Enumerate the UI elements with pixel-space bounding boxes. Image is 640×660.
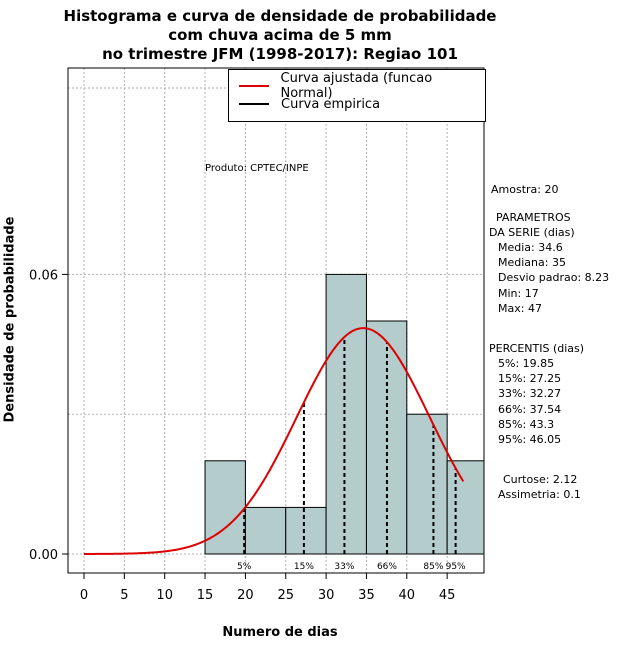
percentil-95: 95%: 46.05 [498,433,562,447]
parametro-max: Max: 47 [498,301,542,315]
percentil-85: 85%: 43.3 [498,417,555,431]
histogram-bar-1 [244,506,287,555]
chart-title-line-1: Histograma e curva de densidade de proba… [63,7,497,25]
histogram-bar-3 [325,273,367,555]
parametros-header-2: DA SERIE (dias) [489,226,575,239]
x-tick-label-1: 5 [120,588,128,603]
x-tick-label-4: 20 [237,588,254,603]
histogram-bar-2 [285,506,327,555]
x-tick-label-0: 0 [80,588,88,603]
percentis-header: PERCENTIS (dias) [489,342,585,355]
percentil-66: 66%: 37.54 [498,402,562,416]
plot-frame [67,67,485,574]
percentil-33: 33%: 32.27 [498,387,562,401]
chart-title-line-3: no trimestre JFM (1998-2017): Regiao 101 [102,45,458,63]
percentile-label-1: 15% [294,562,314,572]
produto-label: Produto: CPTEC/INPE [205,163,309,174]
assimetria-text: Assimetria: 0.1 [498,488,581,501]
percentis-list: 5%: 19.85 15%: 27.25 33%: 32.27 66%: 37.… [498,356,561,447]
parametro-mediana: Mediana: 35 [498,256,566,270]
parametros-header-1: PARAMETROS [496,211,571,224]
histogram-bar-6 [446,460,485,555]
x-tick-label-2: 10 [156,588,173,603]
legend: Curva ajustada (funcao Normal) Curva emp… [228,69,486,122]
y-tick-label-1: 0.06 [29,268,58,283]
y-axis-label: Densidade de probabilidade [2,216,18,423]
percentile-label-0: 5% [237,562,252,572]
x-tick-label-7: 35 [358,588,375,603]
histogram-bar-5 [406,413,448,555]
legend-label-normal: Curva ajustada (funcao Normal) [280,71,433,101]
x-tick-label-9: 45 [439,588,456,603]
x-tick-label-5: 25 [277,588,294,603]
y-tick-label-0: 0.00 [29,548,58,563]
parametros-list: Media: 34.6 Mediana: 35 Desvio padrao: 8… [498,240,609,316]
percentile-label-2: 33% [334,562,354,572]
legend-swatch-normal [239,85,269,87]
legend-label-empirica: Curva empirica [281,96,381,112]
percentil-5: 5%: 19.85 [498,357,555,370]
percentile-label-4: 85% [423,562,443,572]
amostra-text: Amostra: 20 [491,183,559,196]
normal-fit-curve [83,327,465,555]
legend-item-empirica: Curva empirica [239,96,380,112]
parametro-min: Min: 17 [498,286,539,300]
x-tick-label-8: 40 [399,588,416,603]
curtose-text: Curtose: 2.12 [503,473,578,486]
percentile-label-5: 95% [446,562,466,572]
x-tick-label-3: 15 [197,588,214,603]
percentile-label-3: 66% [377,562,397,572]
x-axis-label: Numero de dias [222,625,338,640]
parametro-desvio: Desvio padrao: 8.23 [498,271,610,285]
chart-title-line-2: com chuva acima de 5 mm [168,26,392,44]
percentil-15: 15%: 27.25 [498,372,562,386]
parametro-media: Media: 34.6 [498,241,563,254]
legend-swatch-empirica [239,103,269,105]
histogram-bar-0 [204,460,246,555]
x-tick-label-6: 30 [318,588,335,603]
legend-item-normal: Curva ajustada (funcao Normal) [239,71,485,101]
